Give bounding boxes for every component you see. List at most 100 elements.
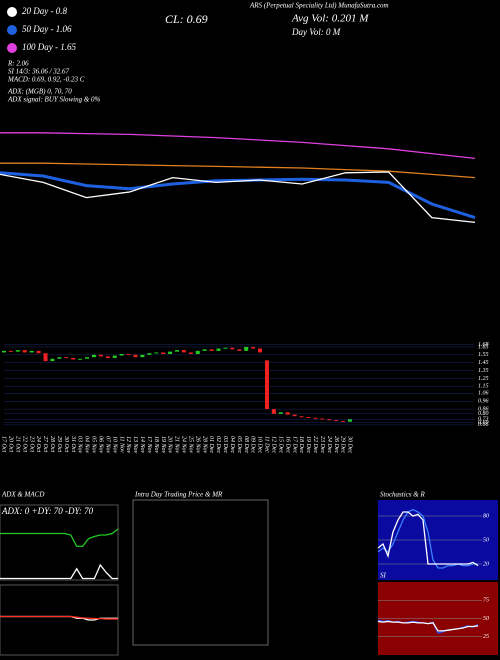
y-tick-label: 1.65 [478, 344, 489, 350]
close-label: CL: 0.69 [165, 12, 208, 26]
x-tick-label: 26 Nov [194, 436, 200, 454]
candle-body [181, 350, 186, 353]
x-tick-label: 09 Dec [250, 436, 256, 453]
legend-label: 20 Day - 0.8 [22, 6, 67, 16]
x-tick-label: 17 Dec [291, 436, 297, 453]
candle-body [2, 350, 6, 353]
panel-frame [0, 584, 119, 656]
x-tick-label: 05 Nov [91, 436, 97, 454]
series-line [0, 162, 476, 179]
avg-vol: Avg Vol: 0.201 M [291, 13, 369, 25]
candle-body [327, 419, 332, 421]
x-tick-label: 24 Dec [326, 436, 333, 453]
candle-body [223, 347, 228, 349]
y-tick-label: 0.80 [478, 411, 489, 417]
panel-title: Stochastics & R [380, 491, 425, 499]
x-tick-label: 17 Nov [146, 436, 152, 454]
legend-swatch [7, 7, 17, 17]
x-tick-label: 17 Oct [1, 436, 7, 452]
legend-label: 100 Day - 1.65 [22, 42, 76, 52]
y-tick-label: 1.25 [478, 376, 489, 382]
candle-body [133, 354, 138, 358]
series-line [377, 511, 479, 567]
candle-body [299, 416, 304, 418]
candle-body [251, 346, 256, 349]
candle-body [119, 354, 124, 356]
x-tick-label: 31 Oct [70, 435, 76, 452]
y-tick-label: 25 [483, 634, 489, 640]
legend-label: 50 Day - 1.06 [22, 24, 72, 34]
legend-swatch [7, 43, 17, 53]
candle-body [292, 414, 297, 417]
x-tick-label: 20 Nov [167, 436, 173, 454]
series-line [0, 132, 476, 160]
x-tick-label: 03 Dec [222, 436, 228, 453]
candle-body [168, 351, 173, 355]
candle-body [29, 350, 34, 353]
panel-title: SI [380, 572, 387, 580]
si-line: SI 14/3: 36.06 / 32.67 [8, 68, 70, 76]
candle-body [50, 358, 55, 362]
candle-body [78, 358, 83, 360]
candle-body [154, 352, 159, 354]
series-line [377, 508, 478, 569]
x-tick-label: 03 Nov [77, 436, 83, 454]
x-tick-label: 20 Oct [8, 436, 14, 452]
candle-body [334, 420, 339, 422]
x-tick-label: 19 Dec [305, 436, 311, 453]
x-tick-label: 18 Nov [153, 436, 159, 454]
x-tick-label: 28 Nov [201, 436, 207, 454]
x-tick-label: 19 Nov [160, 436, 166, 454]
x-tick-label: 22 Oct [21, 436, 27, 452]
y-tick-label: 80 [483, 513, 489, 519]
y-tick-label: 1.35 [478, 368, 489, 374]
series-line [0, 615, 118, 620]
candle-body [36, 350, 41, 354]
candle-body [237, 349, 242, 351]
candle-body [285, 412, 290, 415]
candle-body [105, 356, 110, 358]
candle-body [57, 357, 62, 359]
x-tick-label: 10 Dec [257, 436, 263, 453]
x-tick-label: 26 Dec [333, 436, 339, 453]
candle-body [258, 348, 263, 353]
candle-body [126, 354, 131, 356]
x-tick-label: 13 Nov [132, 436, 138, 454]
x-tick-label: 06 Nov [98, 436, 104, 454]
candle-body [264, 360, 269, 410]
y-tick-label: 75 [483, 598, 489, 604]
y-tick-label: 20 [483, 561, 489, 567]
y-tick-label: 0.73 [478, 417, 489, 423]
x-tick-label: 11 Nov [118, 436, 124, 453]
y-tick-label: 0.66 [478, 422, 489, 428]
candle-body [216, 348, 221, 351]
candle-body [98, 354, 103, 357]
candle-body [22, 350, 27, 353]
candle-body [313, 417, 318, 419]
r-line: R: 2.06 [7, 60, 29, 68]
panel-frame [0, 504, 119, 581]
x-tick-label: 23 Dec [319, 436, 325, 453]
x-tick-label: 05 Dec [236, 436, 242, 453]
series-line [377, 620, 479, 632]
x-tick-label: 29 Dec [340, 436, 346, 453]
candle-body [202, 349, 207, 351]
candle-body [341, 420, 346, 422]
y-tick-label: 0.86 [478, 406, 489, 412]
x-tick-label: 15 Dec [277, 436, 283, 453]
x-tick-label: 24 Nov [181, 436, 188, 454]
candle-body [278, 412, 283, 414]
panel-title: ADX & MACD [1, 491, 44, 499]
candle-body [43, 353, 48, 362]
x-tick-label: 21 Nov [174, 436, 180, 454]
y-tick-label: 1.68 [478, 342, 489, 348]
panel-subtitle: ADX: 0 +DY: 70 -DY: 70 [1, 506, 94, 516]
panel-title: Intra Day Trading Price & MR [134, 491, 223, 499]
x-tick-label: 12 Dec [271, 436, 277, 453]
x-tick-label: 27 Oct [42, 436, 48, 452]
candle-body [161, 352, 166, 355]
x-tick-label: 14 Nov [139, 436, 146, 454]
candle-body [195, 350, 200, 355]
x-tick-label: 02 Dec [215, 436, 221, 453]
macd-line: MACD: 0.69, 0.92, -0.23 C [7, 76, 85, 84]
